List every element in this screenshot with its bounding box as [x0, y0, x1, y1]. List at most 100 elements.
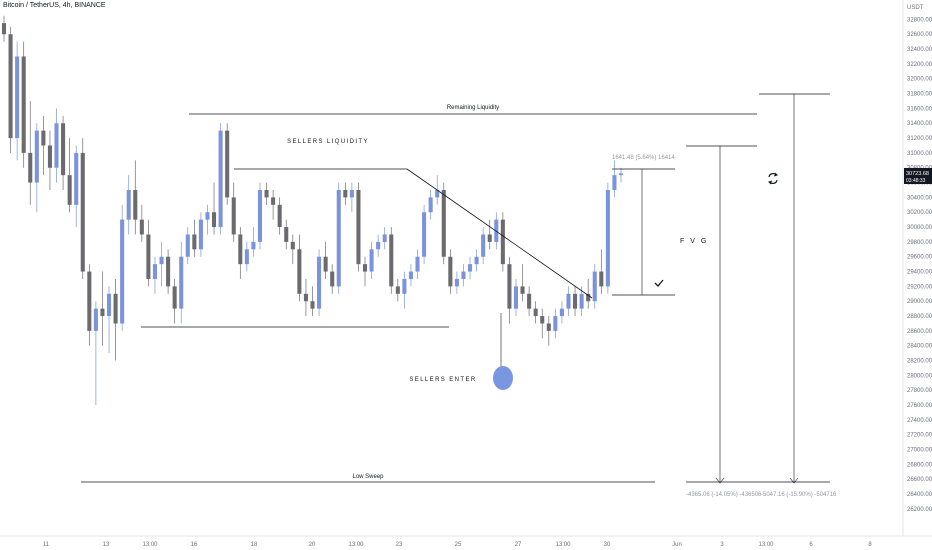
candle-down	[87, 271, 92, 331]
candle-down	[362, 264, 368, 272]
x-tick-label: 8	[868, 542, 872, 548]
candle-up	[553, 316, 558, 331]
candle-down	[212, 212, 217, 228]
measure-left-arrow-icon	[715, 477, 725, 484]
candle-up	[592, 271, 597, 302]
candle-up	[218, 130, 223, 228]
x-tick-label: 13:00	[142, 542, 158, 548]
candle-down	[80, 152, 85, 272]
y-tick-label: 27000.00	[907, 448, 932, 454]
candle-up	[579, 293, 584, 309]
candle-up	[15, 56, 20, 139]
y-tick-label: 27800.00	[907, 388, 932, 394]
candle-up	[34, 130, 39, 183]
candle-up	[481, 234, 486, 257]
candle-down	[133, 189, 138, 220]
sellers-liquidity-label: SELLERS LIQUIDITY	[287, 139, 369, 145]
y-tick-label: 29000.00	[907, 299, 932, 305]
x-tick-label: 6	[809, 542, 813, 548]
candle-down	[166, 256, 171, 287]
candle-down	[487, 234, 492, 242]
fvg-label: F V G	[680, 238, 708, 245]
y-tick-label: 30400.00	[907, 195, 932, 201]
candle-up	[244, 249, 249, 265]
y-tick-label: 28800.00	[907, 314, 932, 320]
y-tick-label: 28200.00	[907, 359, 932, 365]
sellers-enter-circle[interactable]	[493, 366, 513, 390]
time-axis[interactable]: 11 13 13:00 16 18 20 13:00 23 25 27 13:00 30 Jun 3 13:…	[43, 542, 872, 548]
y-tick-label: 31600.00	[907, 106, 932, 112]
candle-down	[61, 123, 66, 176]
candle-up	[198, 219, 203, 250]
candle-down	[500, 219, 505, 265]
currency-label: USDT	[907, 5, 924, 11]
y-tick-label: 31800.00	[907, 92, 932, 98]
candle-down	[297, 249, 302, 294]
x-tick-label: 25	[455, 542, 462, 548]
y-tick-label: 29600.00	[907, 255, 932, 261]
x-tick-label: 20	[309, 542, 316, 548]
candle-down	[448, 256, 453, 287]
y-tick-label: 28600.00	[907, 329, 932, 335]
candle-up	[257, 189, 263, 242]
candle-up	[422, 212, 427, 257]
y-tick-label: 27400.00	[907, 418, 932, 424]
candle-up	[317, 256, 322, 309]
y-tick-label: 32200.00	[907, 62, 932, 68]
candle-up	[349, 189, 354, 198]
candle-down	[238, 234, 243, 265]
x-tick-label: 3	[720, 542, 724, 548]
candle-up	[382, 234, 387, 242]
y-tick-label: 26600.00	[907, 477, 932, 483]
candle-up	[454, 278, 459, 287]
candle-down	[389, 234, 394, 287]
candle-up	[376, 241, 381, 250]
cycle-icon[interactable]	[768, 172, 778, 185]
candle-down	[8, 34, 13, 139]
candle-down	[507, 264, 512, 309]
candle-up	[612, 175, 617, 190]
x-tick-label: 18	[251, 542, 258, 548]
y-tick-label: 32600.00	[907, 32, 932, 38]
candle-down	[520, 286, 525, 294]
candle-down	[225, 130, 230, 198]
price-axis[interactable]: 26200.00 26400.00 26600.00 26800.00 27000.00…	[907, 17, 932, 512]
last-price: 30723.68	[906, 171, 929, 177]
y-tick-label: 26800.00	[907, 462, 932, 468]
candle-up	[369, 249, 374, 272]
candle-up	[461, 271, 466, 279]
candle-up	[474, 256, 479, 265]
y-tick-label: 29800.00	[907, 240, 932, 246]
candle-down	[586, 293, 591, 302]
candle-up	[559, 308, 564, 317]
symbol-title: Bitcoin / TetherUS, 4h, BINANCE	[3, 2, 106, 9]
x-tick-label: 16	[191, 542, 198, 548]
trendline[interactable]	[406, 168, 593, 299]
x-tick-label: 27	[515, 542, 522, 548]
candle-down	[47, 145, 52, 168]
candle-up	[618, 173, 624, 176]
y-tick-label: 29200.00	[907, 284, 932, 290]
bar-countdown: 03:48:33	[906, 178, 926, 184]
last-price-tag: 30723.68 03:48:33	[904, 168, 932, 184]
y-tick-label: 31400.00	[907, 121, 932, 127]
annotations-layer: Remaining Liquidity SELLERS LIQUIDITY SE…	[81, 93, 837, 498]
candle-down	[271, 197, 276, 205]
candle-down	[28, 152, 33, 183]
candle-up	[435, 189, 440, 198]
measure-top-label: 1641.48 (5.64%) 16414	[612, 155, 675, 161]
measure-left-label: -4365.06 (-14.05%) -436506	[686, 492, 762, 498]
candle-up	[179, 256, 184, 309]
y-tick-label: 32000.00	[907, 77, 932, 83]
x-tick-label: Jun	[672, 542, 682, 548]
low-sweep-label: Low Sweep	[352, 474, 384, 480]
y-tick-label: 27600.00	[907, 403, 932, 409]
candle-down	[395, 286, 400, 294]
candle-up	[54, 123, 59, 168]
check-icon	[654, 279, 664, 287]
candle-down	[41, 130, 46, 146]
y-tick-label: 26400.00	[907, 492, 932, 498]
candle-down	[540, 316, 545, 324]
candle-up	[185, 234, 190, 257]
